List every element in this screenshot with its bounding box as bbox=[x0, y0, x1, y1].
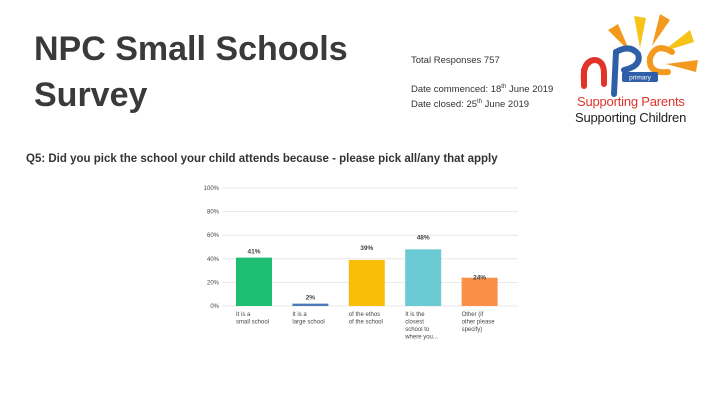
bar-chart: 0% 20% 40% 60% 80% 100% 41% It is a small school… bbox=[204, 186, 518, 341]
logo-badge: primary bbox=[629, 75, 651, 82]
y-tick-label: 80% bbox=[207, 210, 220, 216]
title-line-2: Survey bbox=[34, 76, 148, 114]
x-tick-label: It is the closest school to where you... bbox=[404, 312, 438, 341]
total-responses: Total Responses 757 bbox=[411, 55, 500, 66]
x-tick-label: of the ethos of the school bbox=[349, 312, 383, 326]
data-label: 24% bbox=[473, 275, 486, 282]
data-label: 39% bbox=[360, 245, 373, 252]
x-tick-label: It is a large school bbox=[292, 312, 324, 326]
page-title: NPC Small Schools Survey bbox=[34, 26, 394, 118]
data-label: 41% bbox=[247, 249, 260, 256]
bar bbox=[292, 303, 329, 306]
date-commenced: Date commenced: 18th June 2019 bbox=[411, 84, 554, 96]
y-tick-label: 40% bbox=[207, 257, 220, 263]
y-tick-label: 0% bbox=[210, 304, 219, 310]
y-tick-label: 20% bbox=[207, 280, 220, 286]
y-tick-label: 60% bbox=[207, 233, 220, 239]
data-label: 48% bbox=[417, 234, 430, 241]
data-label: 2% bbox=[306, 295, 316, 302]
y-tick-label: 100% bbox=[204, 186, 220, 192]
bar bbox=[236, 257, 272, 306]
bar bbox=[461, 277, 498, 306]
tagline-children: Supporting Children bbox=[575, 110, 687, 125]
npc-logo: primary bbox=[580, 14, 698, 97]
tagline-parents: Supporting Parents bbox=[577, 94, 685, 109]
title-line-1: NPC Small Schools bbox=[34, 30, 348, 68]
question-text: Q5: Did you pick the school your child a… bbox=[26, 153, 498, 165]
bar bbox=[348, 259, 385, 306]
x-tick-label: It is a small school bbox=[236, 312, 269, 326]
x-tick-label: Other (if other please specify) bbox=[462, 312, 496, 333]
date-closed: Date closed: 25th June 2019 bbox=[411, 99, 530, 111]
bar bbox=[405, 249, 442, 306]
